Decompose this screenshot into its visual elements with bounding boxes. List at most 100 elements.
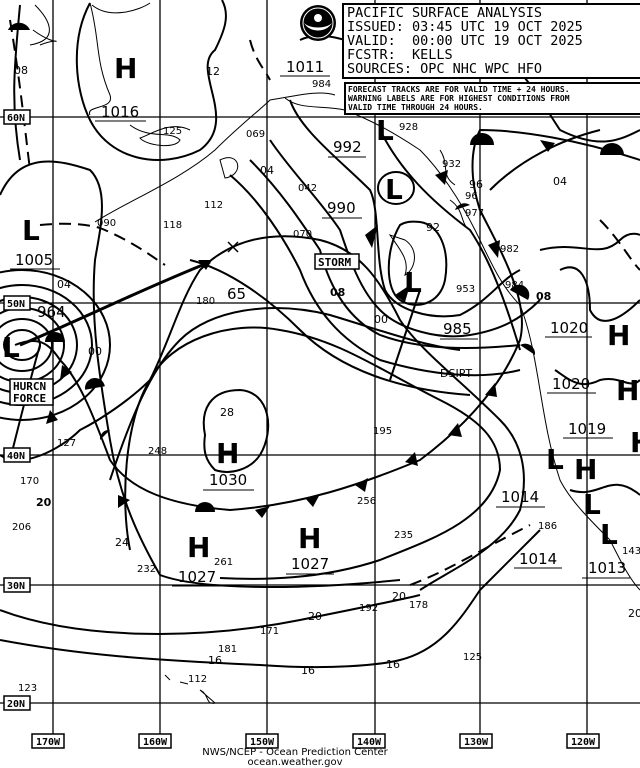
lon-label-150w: 150W: [245, 733, 279, 749]
svg-text:090: 090: [97, 218, 116, 229]
svg-text:28: 28: [220, 406, 234, 419]
high-center: H: [187, 531, 210, 564]
low-center: L: [600, 518, 618, 551]
analysis-title: PACIFIC SURFACE ANALYSIS: [347, 5, 543, 21]
lon-label-140w: 140W: [352, 733, 386, 749]
forecast-note: FORECAST TRACKS ARE FOR VALID TIME + 24 …: [344, 82, 640, 115]
svg-text:195: 195: [373, 426, 392, 437]
coastlines: [29, 2, 640, 704]
issued-time: ISSUED: 03:45 UTC 19 OCT 2025: [347, 19, 583, 35]
svg-text:992: 992: [333, 138, 362, 156]
longitude-labels: 170W 160W 150W 140W 130W 120W: [31, 733, 600, 749]
svg-text:00: 00: [88, 345, 102, 358]
svg-text:08: 08: [330, 286, 345, 299]
high-center: H: [616, 374, 639, 407]
high-center: H: [574, 453, 597, 486]
svg-text:12: 12: [206, 65, 220, 78]
central-pressure-labels: 1016 1005 964 1011 992 990 985 1020 1020…: [10, 58, 630, 587]
svg-text:FORCE: FORCE: [13, 392, 46, 405]
sources: SOURCES: OPC NHC WPC HFO: [347, 61, 543, 77]
lat-label-40n: 40N: [3, 447, 31, 463]
svg-text:180: 180: [196, 296, 215, 307]
svg-text:977: 977: [465, 208, 484, 219]
note-line: FORECAST TRACKS ARE FOR VALID TIME + 24 …: [348, 85, 570, 94]
svg-text:256: 256: [357, 496, 376, 507]
svg-text:08: 08: [14, 64, 28, 77]
svg-text:069: 069: [246, 129, 265, 140]
svg-text:125: 125: [463, 652, 482, 663]
high-center: H: [607, 319, 630, 352]
svg-text:1011: 1011: [286, 58, 324, 76]
svg-text:16: 16: [208, 654, 222, 667]
forecaster: FCSTR: KELLS: [347, 47, 453, 63]
high-center: H: [630, 426, 640, 459]
svg-text:30N: 30N: [7, 581, 25, 592]
svg-text:181: 181: [218, 644, 237, 655]
svg-text:1030: 1030: [209, 471, 247, 489]
low-center: L: [546, 443, 564, 476]
svg-text:HURCN: HURCN: [13, 380, 46, 393]
svg-text:982: 982: [500, 244, 519, 255]
svg-text:20: 20: [628, 607, 640, 620]
svg-text:248: 248: [148, 446, 167, 457]
note-line: VALID TIME THROUGH 24 HOURS.: [348, 103, 483, 112]
low-center: L: [2, 331, 20, 364]
svg-text:1014: 1014: [519, 550, 557, 568]
svg-text:08: 08: [536, 290, 551, 303]
analysis-header: PACIFIC SURFACE ANALYSIS ISSUED: 03:45 U…: [342, 3, 640, 79]
svg-text:130W: 130W: [464, 737, 489, 748]
svg-text:20: 20: [308, 610, 322, 623]
svg-text:123: 123: [18, 683, 37, 694]
lon-label-170w: 170W: [31, 733, 65, 749]
svg-text:171: 171: [260, 626, 279, 637]
svg-text:984: 984: [312, 79, 331, 90]
high-center: H: [298, 522, 321, 555]
website-link[interactable]: ocean.weather.gov: [247, 757, 343, 768]
dissipating-label: DSIPT: [440, 367, 472, 380]
svg-text:120W: 120W: [571, 737, 596, 748]
svg-text:50N: 50N: [7, 299, 25, 310]
svg-text:1016: 1016: [101, 103, 139, 121]
valid-time: VALID: 00:00 UTC 19 OCT 2025: [347, 33, 583, 49]
svg-text:206: 206: [12, 522, 31, 533]
lon-label-120w: 120W: [566, 733, 600, 749]
svg-text:170W: 170W: [36, 737, 61, 748]
fronts: [8, 22, 640, 518]
svg-text:40N: 40N: [7, 451, 25, 462]
svg-text:1019: 1019: [568, 420, 606, 438]
svg-text:186: 186: [538, 521, 557, 532]
svg-text:070: 070: [293, 229, 312, 240]
low-pressure-centers: L L L L L L L L: [2, 114, 618, 551]
svg-text:160W: 160W: [143, 737, 168, 748]
lat-label-50n: 50N: [3, 295, 31, 311]
svg-text:235: 235: [394, 530, 413, 541]
svg-text:143: 143: [622, 546, 640, 557]
svg-text:1005: 1005: [15, 251, 53, 269]
svg-text:04: 04: [260, 164, 274, 177]
svg-text:964: 964: [37, 303, 66, 321]
svg-text:232: 232: [137, 564, 156, 575]
svg-text:1027: 1027: [291, 555, 329, 573]
ship-observations: 984 125 069 042 070 112 118 090 180 928 …: [12, 79, 640, 694]
lat-label-30n: 30N: [3, 577, 31, 593]
svg-text:20: 20: [36, 496, 52, 509]
svg-text:96: 96: [465, 191, 478, 202]
svg-text:928: 928: [399, 122, 418, 133]
low-center: L: [404, 266, 422, 299]
svg-text:112: 112: [204, 200, 223, 211]
svg-text:00: 00: [374, 313, 388, 326]
svg-text:04: 04: [553, 175, 567, 188]
svg-text:24: 24: [115, 536, 129, 549]
lon-label-160w: 160W: [138, 733, 172, 749]
svg-text:170: 170: [20, 476, 39, 487]
high-pressure-centers: H H H H H H H H: [114, 52, 640, 564]
svg-text:20N: 20N: [7, 699, 25, 710]
svg-text:1027: 1027: [178, 568, 216, 586]
storm-track-arrow: [19, 241, 239, 347]
storm-warning-label: STORM: [314, 253, 360, 270]
svg-text:118: 118: [163, 220, 182, 231]
svg-text:60N: 60N: [7, 113, 25, 124]
low-center: L: [385, 173, 403, 206]
svg-text:1014: 1014: [501, 488, 539, 506]
